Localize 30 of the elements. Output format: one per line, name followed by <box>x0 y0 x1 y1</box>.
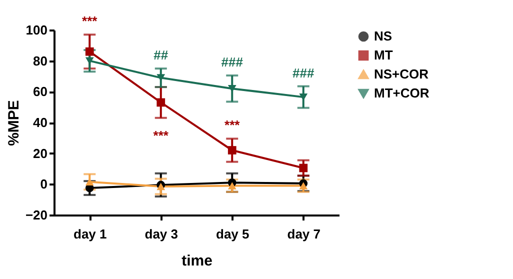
legend-label: MT+COR <box>374 86 430 100</box>
annotation: ### <box>292 65 315 80</box>
x-axis-title: time <box>182 252 212 270</box>
y-tick-label: 100 <box>26 22 48 38</box>
x-tick-label: day 1 <box>74 226 107 242</box>
y-tick-label: 20 <box>33 146 48 161</box>
y-tick-label: 80 <box>33 53 48 68</box>
y-tick-label: 40 <box>33 115 48 130</box>
x-tick-label: day 7 <box>287 226 320 242</box>
point <box>299 182 308 190</box>
point <box>85 47 94 56</box>
annotation: *** <box>224 118 241 133</box>
point <box>228 146 236 154</box>
annotation: *** <box>82 14 98 29</box>
point <box>85 57 94 64</box>
x-tick-label: day 5 <box>216 226 250 242</box>
legend-label: NS+COR <box>374 66 430 82</box>
point <box>156 98 166 107</box>
point <box>299 164 308 172</box>
point <box>228 182 236 190</box>
annotation: *** <box>153 128 170 143</box>
legend-label: NS <box>374 28 392 44</box>
annotation: ## <box>154 48 169 63</box>
y-tick-label: −20 <box>25 208 48 222</box>
annotation: ### <box>221 54 244 70</box>
y-axis-title: %MPE <box>5 100 22 146</box>
legend-label: MT <box>374 48 393 62</box>
x-tick-label: day 3 <box>144 226 178 242</box>
y-tick-label: 0 <box>40 176 48 192</box>
y-tick-label: 60 <box>33 84 48 100</box>
